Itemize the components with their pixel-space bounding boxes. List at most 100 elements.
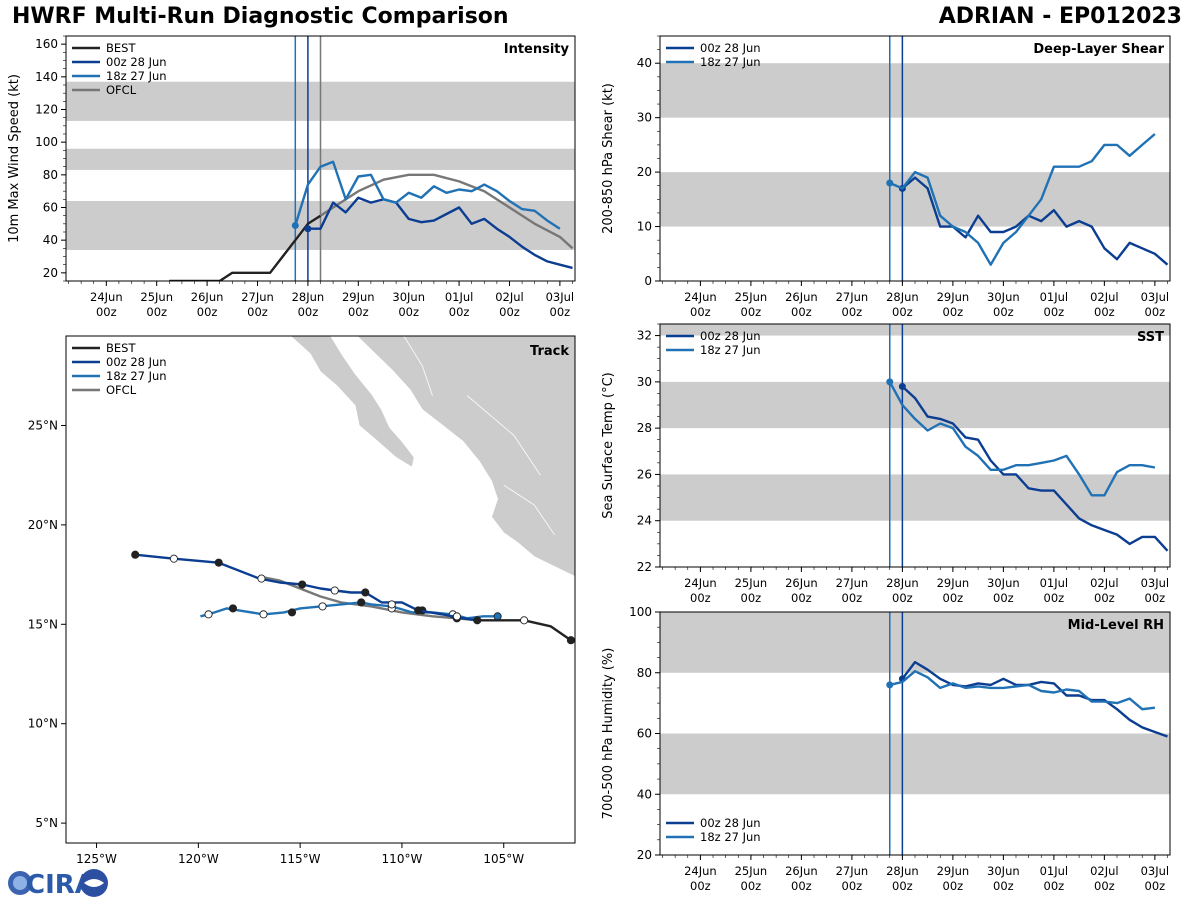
panel-title: Track bbox=[530, 344, 569, 359]
y-tick-label: 80 bbox=[43, 168, 58, 182]
state-border bbox=[403, 336, 433, 396]
threshold-band bbox=[660, 381, 1170, 429]
series-group bbox=[886, 378, 1169, 552]
x-tick-label-line: 27Jun bbox=[241, 290, 274, 304]
x-tick-label-line: 00z bbox=[449, 305, 470, 319]
legend-label: BEST bbox=[106, 341, 136, 355]
series-line-ofcl bbox=[319, 173, 574, 250]
x-tick-label-line: 03Jul bbox=[1141, 290, 1170, 304]
x-tick-label-line: 24Jun bbox=[684, 864, 717, 878]
x-tick-label-line: 00z bbox=[943, 591, 964, 605]
y-tick-label: 28 bbox=[637, 421, 652, 435]
track-marker bbox=[318, 602, 327, 611]
x-tick-label-line: 00z bbox=[550, 305, 571, 319]
x-tick-label: 30Jun 00z bbox=[392, 290, 425, 319]
y-tick-label: 40 bbox=[637, 787, 652, 801]
x-tick-label-line: 00z bbox=[741, 879, 762, 893]
x-tick-label-line: 00z bbox=[690, 305, 711, 319]
track-marker bbox=[361, 588, 370, 597]
land-baja-california bbox=[289, 336, 415, 468]
x-tick-label-line: 25Jun bbox=[735, 290, 768, 304]
x-tick-label: 29Jun 00z bbox=[937, 290, 970, 319]
x-tick-label: 28Jun 00z bbox=[886, 576, 919, 605]
x-tick-label-line: 01Jul bbox=[1040, 576, 1069, 590]
x-tick-label-line: 00z bbox=[1145, 305, 1166, 319]
x-tick-label-line: 25Jun bbox=[735, 576, 768, 590]
y-tick-label: 30 bbox=[637, 111, 652, 125]
x-tick-label-line: 28Jun bbox=[886, 864, 919, 878]
x-tick-label: 30Jun 00z bbox=[987, 576, 1020, 605]
series-start-marker bbox=[898, 382, 906, 390]
track-marker bbox=[357, 598, 366, 607]
x-tick-label-line: 00z bbox=[1094, 879, 1115, 893]
x-tick-label-line: 00z bbox=[1044, 305, 1065, 319]
map-frame bbox=[65, 335, 576, 844]
y-axis-label: 700-500 hPa Humidity (%) bbox=[601, 648, 616, 820]
x-tick-label-line: 00z bbox=[892, 305, 913, 319]
panel-title: SST bbox=[1137, 330, 1164, 345]
x-tick-label-line: 30Jun bbox=[987, 864, 1020, 878]
x-tick-label-line: 27Jun bbox=[836, 864, 869, 878]
x-tick-label: 03Jul 00z bbox=[1141, 576, 1170, 605]
lon-tick-label: 105°W bbox=[483, 852, 524, 866]
x-tick-label-line: 24Jun bbox=[90, 290, 123, 304]
y-axis-label: Sea Surface Temp (°C) bbox=[601, 372, 616, 519]
legend-label: OFCL bbox=[106, 83, 137, 97]
x-tick-label: 01Jul 00z bbox=[1040, 576, 1069, 605]
track-marker bbox=[387, 600, 396, 609]
x-tick-label-line: 30Jun bbox=[987, 290, 1020, 304]
x-tick-label-line: 00z bbox=[791, 879, 812, 893]
x-tick-label: 26Jun 00z bbox=[785, 576, 818, 605]
x-tick-label-line: 02Jul bbox=[1090, 290, 1119, 304]
x-tick-label-line: 00z bbox=[146, 305, 167, 319]
threshold-band bbox=[660, 172, 1170, 227]
x-tick-label-line: 00z bbox=[741, 305, 762, 319]
track-line-best bbox=[477, 619, 572, 642]
series-line-run18 bbox=[889, 670, 1156, 711]
x-tick-label: 27Jun 00z bbox=[836, 576, 869, 605]
track-marker bbox=[259, 610, 268, 619]
legend-label: 00z 28 Jun bbox=[106, 355, 167, 369]
x-tick-label: 27Jun 00z bbox=[836, 290, 869, 319]
x-tick-label-line: 00z bbox=[892, 879, 913, 893]
x-tick-label: 03Jul 00z bbox=[1141, 290, 1170, 319]
legend-label: 18z 27 Jun bbox=[700, 343, 761, 357]
x-tick-label: 29Jun 00z bbox=[937, 576, 970, 605]
series-line-run00 bbox=[901, 385, 1169, 552]
x-tick-label-line: 00z bbox=[247, 305, 268, 319]
track-marker bbox=[566, 636, 575, 645]
x-tick-label-line: 02Jul bbox=[1090, 864, 1119, 878]
x-tick-label-line: 29Jun bbox=[937, 576, 970, 590]
y-tick-label: 20 bbox=[637, 165, 652, 179]
x-tick-label: 02Jul 00z bbox=[1090, 864, 1119, 893]
lon-tick-label: 125°W bbox=[76, 852, 117, 866]
x-tick-label-line: 27Jun bbox=[836, 290, 869, 304]
track-marker bbox=[169, 554, 178, 563]
x-tick-label-line: 00z bbox=[690, 879, 711, 893]
x-tick-label-line: 00z bbox=[741, 591, 762, 605]
legend-label: 00z 28 Jun bbox=[700, 41, 761, 55]
y-tick-label: 60 bbox=[637, 727, 652, 741]
x-tick-label-line: 00z bbox=[398, 305, 419, 319]
x-tick-label: 24Jun 00z bbox=[90, 290, 123, 319]
threshold-band bbox=[660, 733, 1170, 795]
track-marker bbox=[298, 580, 307, 589]
x-tick-label-line: 27Jun bbox=[836, 576, 869, 590]
legend-label: 18z 27 Jun bbox=[106, 69, 167, 83]
lat-tick-label: 10°N bbox=[28, 717, 58, 731]
x-tick-label-line: 00z bbox=[1094, 305, 1115, 319]
x-tick-label: 25Jun 00z bbox=[735, 576, 768, 605]
x-tick-label-line: 00z bbox=[943, 305, 964, 319]
series-start-marker bbox=[886, 681, 894, 689]
series-line-run18 bbox=[888, 381, 1156, 497]
x-tick-label-line: 00z bbox=[96, 305, 117, 319]
state-border bbox=[503, 484, 555, 536]
x-tick-label: 24Jun 00z bbox=[684, 864, 717, 893]
legend-label: 00z 28 Jun bbox=[700, 329, 761, 343]
track-marker bbox=[520, 616, 529, 625]
series-line-best bbox=[169, 214, 322, 281]
lat-tick-label: 5°N bbox=[35, 816, 58, 830]
